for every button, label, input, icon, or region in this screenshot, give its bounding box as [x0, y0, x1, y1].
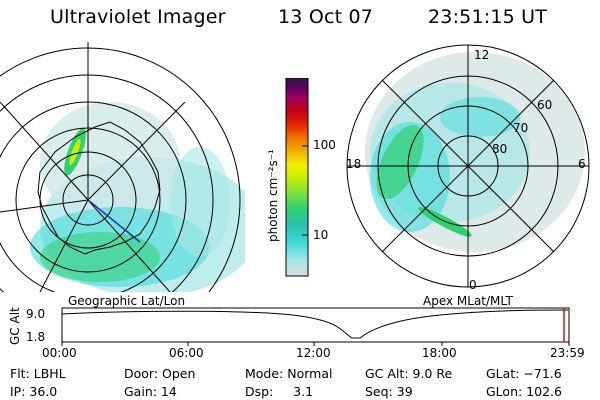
mlat-label-80: 80: [492, 142, 508, 156]
mlat-label-60: 60: [537, 98, 553, 112]
geographic-image: [0, 42, 245, 292]
dsp-value: Dsp: 3.1: [245, 384, 314, 399]
filter-value: Flt: LBHL: [10, 366, 66, 381]
terminator-line: [87, 199, 141, 243]
mode-value: Mode: Normal: [245, 366, 333, 381]
mlat-label-70: 70: [513, 121, 529, 135]
timeline-xtick-0000: 00:00: [42, 346, 77, 360]
geographic-label: Geographic Lat/Lon: [68, 294, 186, 308]
colorbar: [285, 78, 309, 277]
timeline-xtick-1800: 18:00: [422, 346, 457, 360]
door-value: Door: Open: [124, 366, 196, 381]
polar-grid: [346, 44, 590, 288]
timeline-xtick-2359: 23:59: [550, 346, 585, 360]
glat-value: GLat: −71.6: [486, 366, 562, 381]
timeline-ytick-high: 9.0: [26, 307, 46, 321]
time-label: 23:51:15 UT: [428, 6, 548, 28]
gain-value: Gain: 14: [124, 384, 177, 399]
colorbar-tick-100: 100: [313, 138, 336, 152]
timeline-xtick-1200: 12:00: [296, 346, 331, 360]
glon-value: GLon: 102.6: [486, 384, 562, 399]
coastline: [37, 121, 161, 255]
timeline-axis-label: GC Alt: [8, 307, 22, 345]
altitude-timeline: [61, 307, 570, 346]
altitude-curve: [61, 309, 569, 339]
mlt-label-18: 18: [346, 157, 362, 171]
mlat-mlt-image: [346, 44, 590, 288]
mlt-label-6: 6: [578, 157, 586, 171]
timeline-xtick-0600: 06:00: [169, 346, 204, 360]
apex-label: Apex MLat/MLT: [423, 294, 513, 308]
date-label: 13 Oct 07: [278, 6, 374, 28]
seq-value: Seq: 39: [365, 384, 413, 399]
gc-alt-value: GC Alt: 9.0 Re: [365, 366, 453, 381]
instrument-title: Ultraviolet Imager: [50, 6, 226, 28]
ip-value: IP: 36.0: [10, 384, 58, 399]
geographic-grid: [0, 42, 241, 292]
colorbar-unit-label: photon cm⁻²s⁻¹: [266, 149, 280, 242]
colorbar-tick-10: 10: [313, 228, 329, 242]
mlt-label-12: 12: [474, 48, 490, 62]
mlt-label-0: 0: [469, 278, 477, 292]
timeline-ytick-low: 1.8: [26, 330, 46, 344]
